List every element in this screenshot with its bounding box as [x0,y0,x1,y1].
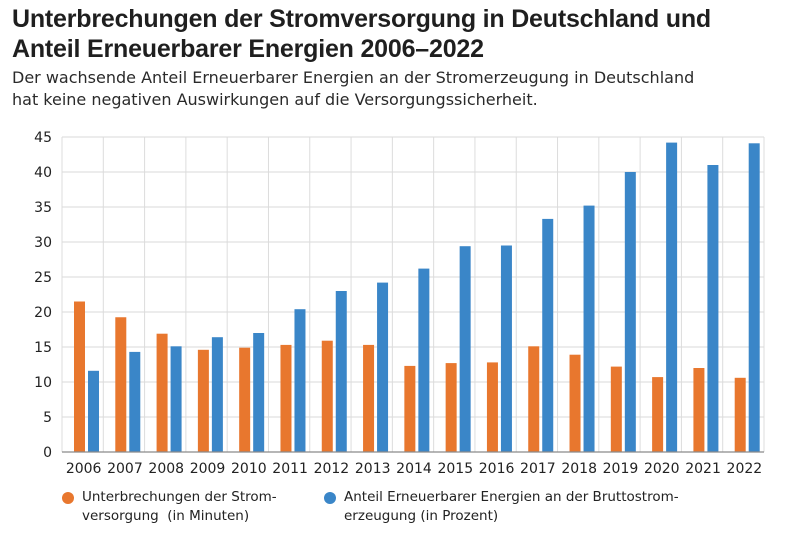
bar-interruptions-2012 [321,340,333,452]
chart-title-line-1: Unterbrechungen der Stromversorgung in D… [12,5,711,33]
x-tick-label: 2008 [148,461,184,477]
legend-swatch-interruptions [62,492,74,504]
bar-interruptions-2017 [528,346,540,452]
bar-interruptions-2021 [693,368,705,452]
bar-interruptions-2008 [156,333,168,452]
x-tick-label: 2015 [437,461,473,477]
x-tick-label: 2020 [644,461,680,477]
x-tick-label: 2010 [231,461,267,477]
chart-title-line-2: Anteil Erneuerbarer Energien 2006–2022 [12,35,484,63]
y-tick-label: 5 [43,410,52,426]
bar-interruptions-2007 [115,317,127,452]
bar-renewables-2006 [88,370,99,452]
x-tick-label: 2006 [66,461,102,477]
y-tick-label: 40 [34,165,52,181]
bar-renewables-2019 [624,172,636,452]
bar-renewables-2021 [707,165,719,452]
x-tick-label: 2021 [685,461,721,477]
legend-label-renewables-line-1: Anteil Erneuerbarer Energien an der Brut… [344,489,679,505]
chart-title: Unterbrechungen der Stromversorgung in D… [12,4,802,64]
bar-interruptions-2018 [569,354,581,452]
y-tick-label: 25 [34,270,52,286]
y-tick-label: 30 [34,235,52,251]
legend-label-interruptions-line-2: versorgung (in Minuten) [82,508,250,524]
bar-renewables-2015 [459,246,471,452]
x-tick-label: 2013 [355,461,391,477]
x-tick-label: 2018 [561,461,597,477]
bar-interruptions-2006 [74,301,85,452]
legend-label-interruptions-line-1: Unterbrechungen der Strom- [82,489,277,505]
bar-interruptions-2020 [652,377,664,452]
bar-interruptions-2014 [404,365,416,452]
legend-label-interruptions: Unterbrechungen der Strom- versorgung (i… [82,488,277,526]
bar-interruptions-2013 [363,344,375,452]
bar-interruptions-2010 [239,347,251,452]
bar-interruptions-2015 [445,363,457,452]
bar-interruptions-2011 [280,344,292,452]
bar-renewables-2020 [666,142,678,452]
bar-renewables-2013 [377,282,389,452]
y-tick-label: 45 [34,130,52,146]
x-tick-label: 2019 [603,461,639,477]
y-tick-label: 20 [34,305,52,321]
y-tick-label: 0 [43,445,52,461]
legend-swatch-renewables [324,492,336,504]
x-tick-label: 2014 [396,461,432,477]
chart-subtitle: Der wachsende Anteil Erneuerbarer Energi… [12,67,802,111]
legend-label-renewables: Anteil Erneuerbarer Energien an der Brut… [344,488,679,526]
legend-label-renewables-line-2: erzeugung (in Prozent) [344,508,499,524]
x-tick-label: 2022 [727,461,763,477]
y-tick-label: 15 [34,340,52,356]
bar-renewables-2011 [294,309,306,452]
y-tick-label: 35 [34,200,52,216]
y-tick-label: 10 [34,375,52,391]
bar-interruptions-2022 [734,377,746,452]
bar-renewables-2008 [170,346,182,452]
bar-renewables-2010 [253,333,265,452]
bar-interruptions-2009 [197,349,209,452]
bar-renewables-2014 [418,268,430,452]
x-tick-label: 2012 [314,461,350,477]
x-tick-label: 2009 [190,461,226,477]
bar-renewables-2007 [129,351,141,452]
chart-subtitle-line-2: hat keine negativen Auswirkungen auf die… [12,90,538,109]
chart-subtitle-line-1: Der wachsende Anteil Erneuerbarer Energi… [12,68,695,87]
bar-renewables-2016 [500,245,512,452]
bar-renewables-2018 [583,205,595,452]
bar-interruptions-2019 [610,366,622,452]
bar-renewables-2009 [211,337,223,452]
x-tick-label: 2016 [479,461,515,477]
bar-renewables-2017 [542,218,554,452]
x-tick-label: 2017 [520,461,556,477]
bar-interruptions-2016 [486,362,498,452]
x-tick-label: 2007 [107,461,143,477]
x-tick-label: 2011 [272,461,308,477]
bar-renewables-2022 [748,143,760,453]
bar-renewables-2012 [335,291,347,452]
